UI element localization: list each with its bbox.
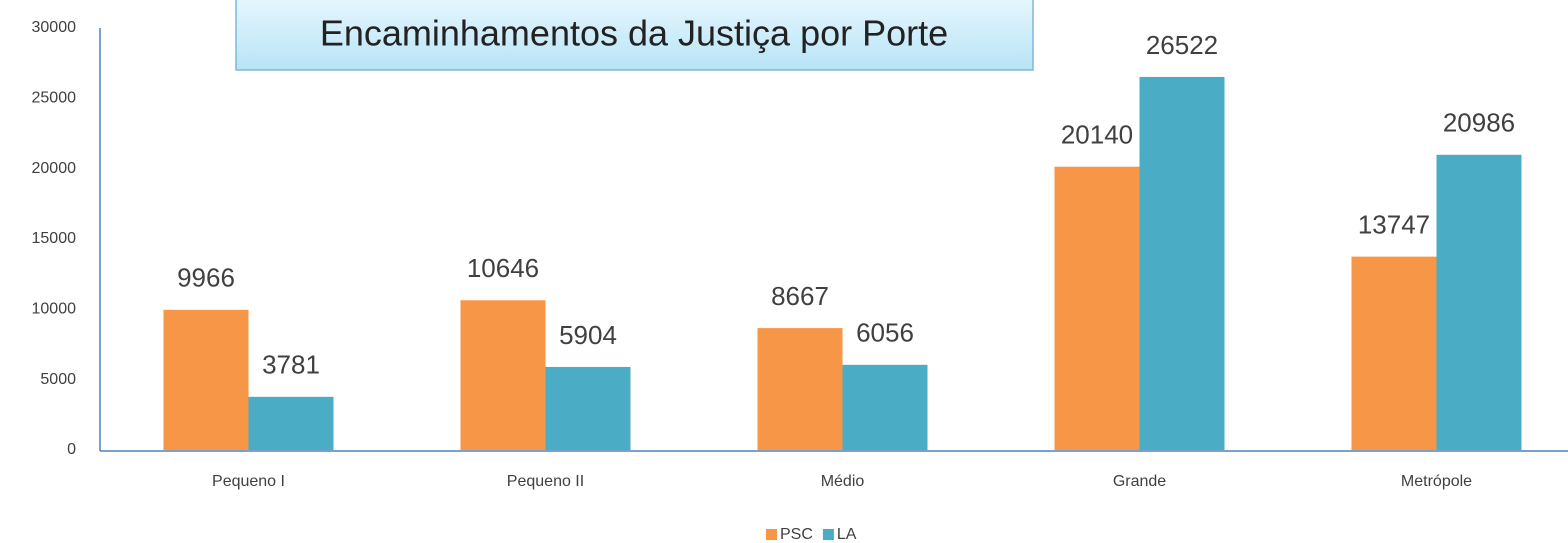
chart-title: Encaminhamentos da Justiça por Porte — [320, 13, 948, 54]
x-tick-label: Metrópole — [1401, 473, 1472, 490]
legend-label: PSC — [780, 526, 813, 543]
y-tick-label: 15000 — [32, 230, 77, 247]
x-tick-label: Médio — [821, 473, 865, 490]
bar — [1139, 76, 1225, 451]
x-tick-label: Grande — [1113, 473, 1166, 490]
y-tick-label: 5000 — [40, 371, 76, 388]
y-tick-label: 0 — [67, 441, 76, 458]
bar — [1436, 154, 1522, 450]
value-label: 26522 — [1146, 30, 1218, 60]
bar — [1351, 256, 1437, 450]
value-label: 10646 — [467, 253, 539, 283]
bar — [1054, 166, 1140, 450]
bar — [545, 366, 631, 450]
legend-swatch — [766, 529, 777, 540]
value-label: 6056 — [856, 318, 914, 348]
bar — [757, 328, 843, 450]
value-label: 8667 — [771, 281, 829, 311]
legend-label: LA — [837, 526, 857, 543]
x-tick-label: Pequeno I — [212, 473, 285, 490]
y-tick-label: 25000 — [32, 90, 77, 107]
y-tick-label: 30000 — [32, 19, 77, 36]
value-label: 20986 — [1443, 108, 1515, 138]
y-tick-label: 20000 — [32, 160, 77, 177]
bar — [248, 396, 334, 450]
title-box — [235, 0, 1034, 71]
value-label: 3781 — [262, 350, 320, 380]
value-label: 20140 — [1061, 120, 1133, 150]
legend-swatch — [822, 529, 834, 540]
value-label: 13747 — [1358, 210, 1430, 240]
y-tick-label: 10000 — [32, 301, 77, 318]
value-label: 5904 — [559, 320, 617, 350]
x-tick-label: Pequeno II — [507, 473, 584, 490]
value-label: 9966 — [177, 263, 235, 293]
bar — [163, 309, 249, 450]
bar — [842, 364, 928, 450]
bar — [460, 300, 546, 450]
